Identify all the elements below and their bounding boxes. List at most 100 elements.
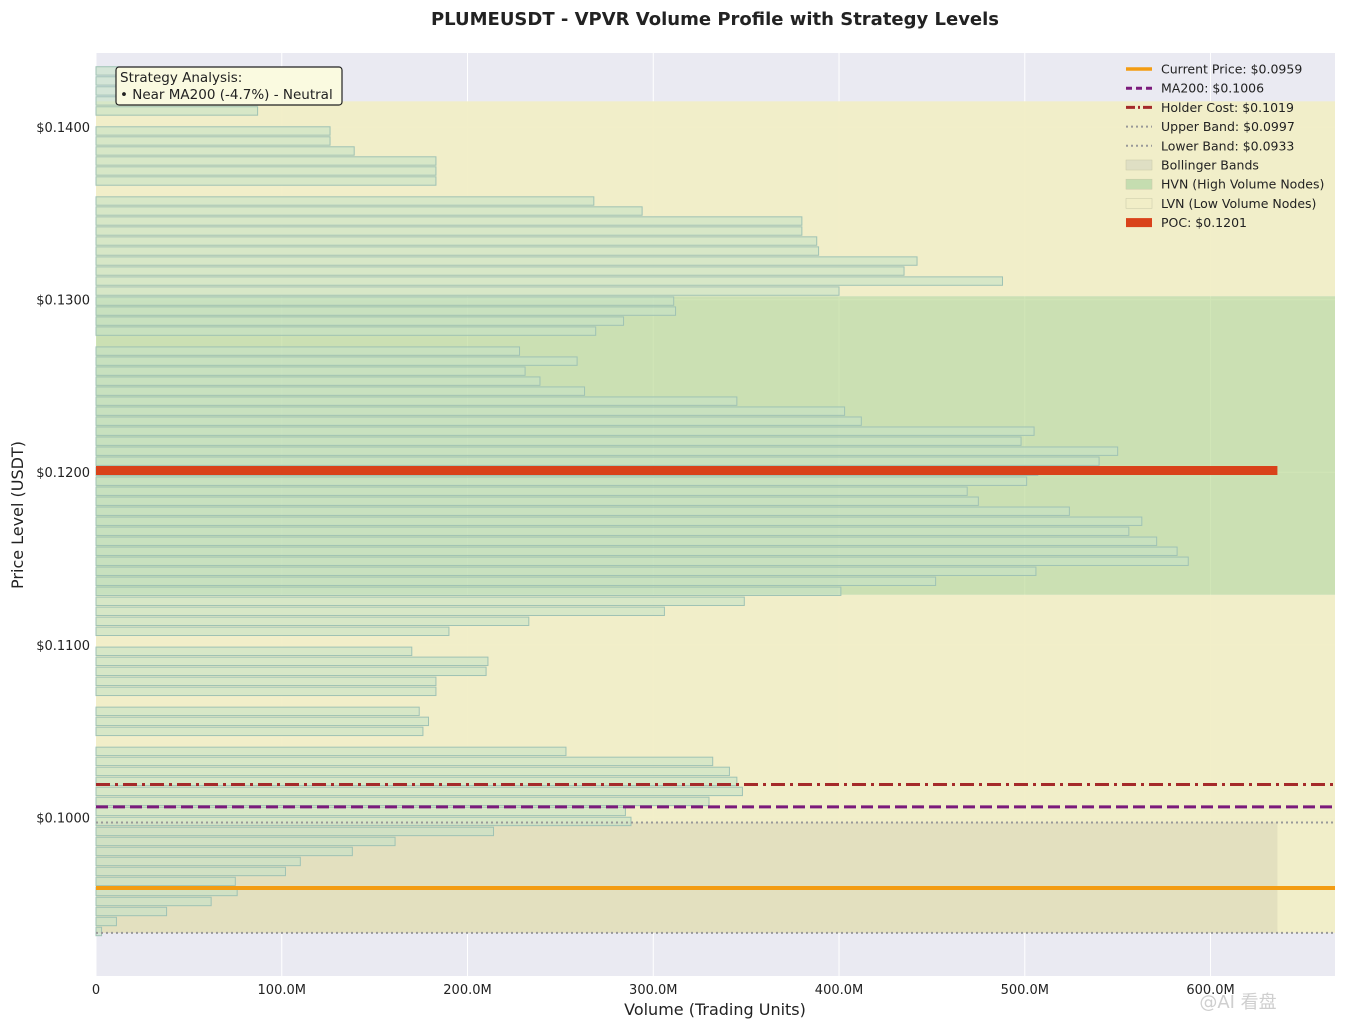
- volume-bar: [95, 216, 803, 226]
- x-tick-label: 300.0M: [629, 983, 677, 998]
- volume-bar: [95, 106, 259, 116]
- volume-bar: [95, 776, 738, 787]
- volume-bar: [95, 356, 578, 366]
- y-tick-label: $0.1300: [36, 294, 90, 309]
- volume-bar: [95, 136, 331, 146]
- legend-label: Bollinger Bands: [1161, 158, 1259, 173]
- volume-bar: [95, 386, 586, 396]
- strategy-annotation: Strategy Analysis:• Near MA200 (-4.7%) -…: [115, 66, 343, 106]
- x-tick-label: 400.0M: [815, 983, 863, 998]
- volume-bar: [95, 426, 1035, 436]
- volume-bar: [95, 296, 675, 306]
- volume-bar: [95, 416, 862, 426]
- volume-bar: [95, 676, 437, 687]
- annotation-text: Strategy Analysis:: [120, 70, 242, 86]
- legend-item: MA200: $0.1006: [1126, 81, 1264, 96]
- volume-bar: [95, 256, 918, 266]
- legend-swatch: [1125, 178, 1153, 190]
- legend-label: HVN (High Volume Nodes): [1161, 177, 1324, 192]
- volume-bar: [95, 856, 301, 867]
- volume-bar: [95, 686, 437, 697]
- legend-item: HVN (High Volume Nodes): [1125, 177, 1324, 192]
- volume-bar: [95, 236, 818, 246]
- volume-bar: [95, 156, 437, 166]
- volume-bar: [95, 726, 424, 737]
- volume-bar: [95, 826, 495, 837]
- legend-label: Lower Band: $0.0933: [1161, 138, 1294, 153]
- legend-label: LVN (Low Volume Nodes): [1161, 196, 1316, 211]
- volume-bar: [95, 306, 677, 316]
- volume-bar: [95, 766, 730, 777]
- volume-bar: [95, 176, 437, 186]
- volume-bar: [95, 716, 430, 727]
- volume-bar: [95, 346, 521, 356]
- volume-bar: [95, 626, 450, 637]
- y-tick-label: $0.1100: [36, 639, 90, 654]
- volume-bar: [95, 796, 710, 807]
- volume-bar: [95, 526, 1130, 536]
- legend-item: Current Price: $0.0959: [1126, 62, 1302, 77]
- legend-item: Bollinger Bands: [1125, 158, 1259, 173]
- volume-bar: [95, 446, 1119, 456]
- volume-bar: [95, 266, 905, 276]
- x-tick-label: 0: [92, 983, 100, 998]
- volume-bar: [95, 246, 820, 256]
- x-tick-label: 100.0M: [258, 983, 306, 998]
- legend-label: MA200: $0.1006: [1161, 81, 1264, 96]
- volume-bar: [95, 606, 665, 616]
- volume-bar: [95, 756, 714, 767]
- chart-title: PLUMEUSDT - VPVR Volume Profile with Str…: [431, 9, 999, 30]
- volume-bar: [95, 536, 1158, 546]
- volume-bar: [95, 576, 937, 586]
- y-tick-label: $0.1000: [36, 811, 90, 826]
- legend-label: POC: $0.1201: [1161, 215, 1247, 230]
- legend-swatch: [1126, 218, 1152, 228]
- volume-bar: [95, 506, 1070, 516]
- legend-item: POC: $0.1201: [1126, 215, 1247, 230]
- volume-bar: [95, 456, 1100, 466]
- volume-bar: [95, 436, 1022, 446]
- watermark: @AI 看盘: [1199, 992, 1276, 1013]
- legend-label: Holder Cost: $0.1019: [1161, 100, 1294, 115]
- legend-swatch: [1125, 159, 1153, 171]
- volume-bar: [95, 396, 738, 406]
- volume-bar: [95, 546, 1178, 556]
- volume-bar: [95, 786, 743, 797]
- volume-bar: [95, 66, 119, 76]
- volume-bar: [95, 486, 968, 496]
- y-tick-label: $0.1200: [36, 466, 90, 481]
- volume-bar: [95, 566, 1037, 576]
- annotation-box: [115, 66, 343, 106]
- volume-bar: [95, 286, 840, 296]
- volume-bar: [95, 806, 626, 817]
- volume-bar: [95, 896, 212, 907]
- annotation-text: • Near MA200 (-4.7%) - Neutral: [120, 87, 333, 103]
- volume-bar: [95, 656, 489, 667]
- volume-bar: [95, 596, 745, 606]
- legend-label: Upper Band: $0.0997: [1161, 119, 1295, 134]
- volume-bar: [95, 366, 526, 376]
- volume-bar: [95, 846, 353, 857]
- volume-bar: [95, 496, 979, 506]
- x-tick-label: 200.0M: [443, 983, 491, 998]
- volume-bar: [95, 166, 437, 176]
- volume-bar: [95, 706, 420, 717]
- x-axis-label: Volume (Trading Units): [624, 1000, 806, 1019]
- volume-bar: [95, 226, 803, 236]
- volume-bar: [95, 616, 530, 626]
- legend-item: Holder Cost: $0.1019: [1126, 100, 1294, 115]
- legend-item: Lower Band: $0.0933: [1126, 138, 1294, 153]
- legend: Current Price: $0.0959 MA200: $0.1006 Hold…: [1125, 62, 1324, 230]
- volume-bar: [95, 126, 331, 136]
- volume-bar: [95, 276, 1003, 286]
- volume-bar: [95, 646, 413, 657]
- x-tick-label: 600.0M: [1186, 983, 1234, 998]
- y-axis-label: Price Level (USDT): [8, 441, 27, 589]
- plot-area: 0 100.0M 200.0M 300.0M 400.0M 500.0M 600.0M $0.…: [36, 53, 1335, 998]
- legend-label: Current Price: $0.0959: [1161, 62, 1302, 77]
- poc-bar: [96, 466, 1278, 476]
- volume-bar: [95, 196, 595, 206]
- y-tick-label: $0.1400: [36, 121, 90, 136]
- volume-bar: [95, 516, 1143, 526]
